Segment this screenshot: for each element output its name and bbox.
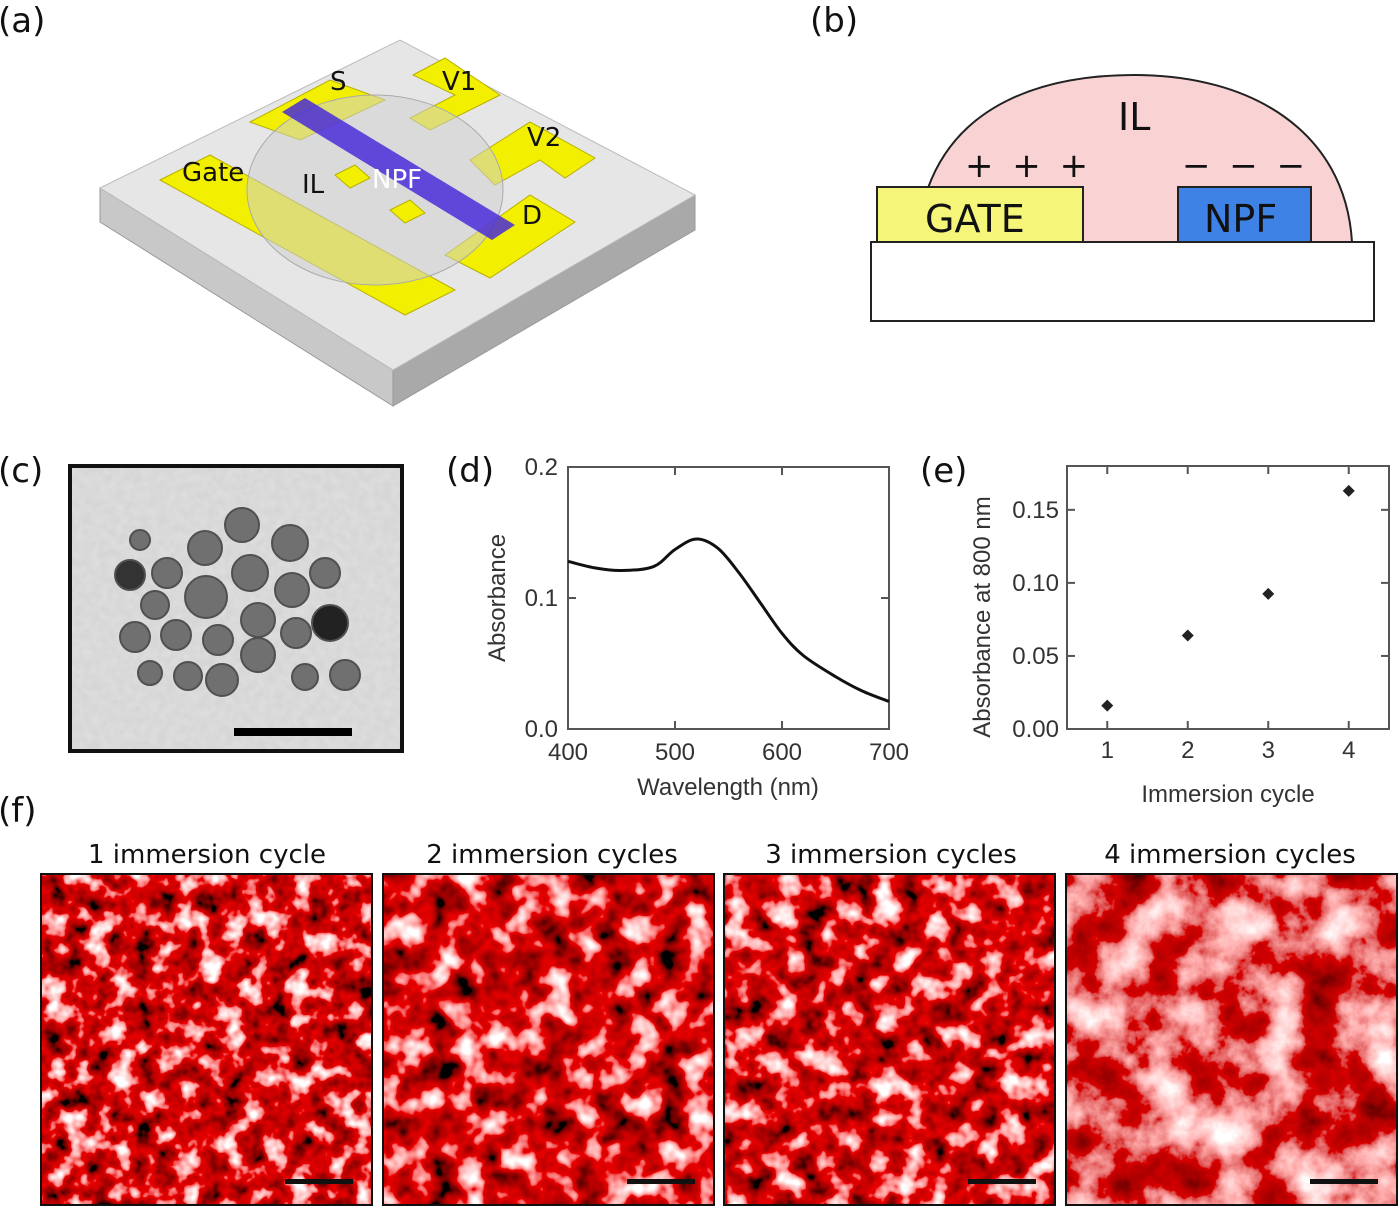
afm-title-2: 2 immersion cycles bbox=[426, 840, 678, 870]
panel-label-c: (c) bbox=[0, 451, 43, 491]
label-npf-b: NPF bbox=[1204, 197, 1277, 241]
data-point bbox=[1181, 629, 1194, 642]
x-axis-label: Immersion cycle bbox=[1141, 781, 1314, 808]
nanoparticle bbox=[114, 559, 146, 591]
nanoparticle bbox=[231, 554, 269, 592]
drain-electrode bbox=[444, 194, 576, 279]
panel-label-d: (d) bbox=[446, 451, 494, 491]
nanoparticle bbox=[119, 621, 151, 653]
panel-label-f: (f) bbox=[0, 791, 37, 831]
negative-charges: − − − bbox=[1182, 146, 1309, 186]
nanoparticle bbox=[184, 575, 228, 619]
y-tick-label: 0.05 bbox=[1012, 643, 1059, 670]
x-tick-label: 600 bbox=[762, 739, 802, 766]
absorbance-spectrum-chart: 400 500 600 700 0.0 0.1 0.2 Wavelength (nm) Ab… bbox=[484, 454, 909, 801]
afm-image-3 bbox=[723, 873, 1056, 1206]
x-tick-label: 4 bbox=[1342, 737, 1355, 764]
afm-title-3: 3 immersion cycles bbox=[765, 840, 1017, 870]
x-tick-label: 1 bbox=[1101, 737, 1114, 764]
nanoparticle bbox=[129, 529, 151, 551]
nanoparticle bbox=[224, 507, 260, 543]
label-npf: NPF bbox=[372, 165, 422, 195]
x-tick-label: 2 bbox=[1181, 737, 1194, 764]
ionic-liquid-droplet bbox=[246, 94, 504, 286]
substrate bbox=[870, 241, 1375, 322]
plot-frame bbox=[567, 466, 890, 730]
spectrum-line bbox=[567, 537, 890, 703]
cross-section-schematic: IL GATE NPF + + + − − − bbox=[870, 73, 1375, 322]
nanoparticle bbox=[311, 604, 349, 642]
panel-label-e: (e) bbox=[920, 451, 967, 491]
nanoparticle bbox=[173, 661, 203, 691]
afm-title-4: 4 immersion cycles bbox=[1104, 840, 1356, 870]
nanoparticle bbox=[309, 557, 341, 589]
nanoparticles bbox=[114, 507, 361, 697]
label-il: IL bbox=[302, 170, 325, 200]
data-point bbox=[1101, 699, 1114, 712]
y-tick-label: 0.0 bbox=[525, 716, 558, 743]
y-tick-label: 0.15 bbox=[1012, 497, 1059, 524]
positive-charges: + + + bbox=[965, 146, 1092, 186]
nanoparticle bbox=[137, 660, 163, 686]
tem-scale-bar bbox=[234, 728, 352, 736]
label-drain: D bbox=[522, 201, 542, 231]
label-source: S bbox=[330, 67, 347, 97]
data-point bbox=[1342, 484, 1355, 497]
label-v1: V1 bbox=[442, 67, 476, 97]
nanoparticle bbox=[187, 530, 223, 566]
panel-label-a: (a) bbox=[0, 1, 45, 41]
npf-film bbox=[282, 98, 515, 240]
nanoparticle bbox=[329, 659, 361, 691]
x-tick-label: 3 bbox=[1262, 737, 1275, 764]
afm-image-4 bbox=[1065, 873, 1398, 1206]
label-gate: Gate bbox=[182, 158, 244, 188]
nanoparticle bbox=[240, 637, 276, 673]
v-probe-1 bbox=[334, 164, 371, 189]
nanoparticle bbox=[151, 557, 183, 589]
nanoparticle bbox=[160, 619, 192, 651]
label-gate-b: GATE bbox=[925, 197, 1025, 241]
panel-label-b: (b) bbox=[810, 1, 858, 41]
nanoparticle bbox=[271, 524, 309, 562]
device-schematic: S V1 V2 Gate IL NPF D bbox=[98, 39, 697, 407]
y-tick-label: 0.1 bbox=[525, 585, 558, 612]
y-tick-label: 0.10 bbox=[1012, 570, 1059, 597]
nanoparticle bbox=[202, 624, 234, 656]
nanoparticle bbox=[274, 572, 310, 608]
data-point bbox=[1262, 587, 1275, 600]
afm-title-1: 1 immersion cycle bbox=[88, 840, 326, 870]
nanoparticle bbox=[240, 602, 276, 638]
y-axis-label: Absorbance at 800 nm bbox=[969, 496, 996, 738]
afm-image-2 bbox=[382, 873, 715, 1206]
scale-bar bbox=[968, 1179, 1036, 1184]
x-tick-label: 400 bbox=[548, 739, 588, 766]
x-tick-label: 500 bbox=[655, 739, 695, 766]
tem-frame bbox=[68, 464, 404, 753]
scale-bar bbox=[285, 1179, 353, 1184]
x-axis-label: Wavelength (nm) bbox=[637, 774, 819, 801]
scale-bar bbox=[1310, 1179, 1378, 1184]
plot-frame bbox=[1066, 465, 1390, 730]
afm-image-1 bbox=[40, 873, 373, 1206]
y-axis-label: Absorbance bbox=[484, 534, 511, 662]
npf-block bbox=[1177, 186, 1312, 243]
v-probe-2 bbox=[389, 199, 426, 224]
label-v2: V2 bbox=[527, 123, 561, 153]
x-tick-label: 700 bbox=[869, 739, 909, 766]
tem-image bbox=[68, 464, 404, 753]
label-il-b: IL bbox=[1118, 95, 1150, 139]
y-tick-label: 0.00 bbox=[1012, 716, 1059, 743]
gate-block bbox=[876, 186, 1084, 243]
y-tick-label: 0.2 bbox=[525, 454, 558, 481]
nanoparticle bbox=[140, 590, 170, 620]
nanoparticle bbox=[280, 617, 312, 649]
nanoparticle bbox=[291, 663, 319, 691]
absorbance-vs-cycle-chart: 1 2 3 4 0.00 0.05 0.10 0.15 Immersion cycle Abs… bbox=[969, 465, 1390, 808]
afm-images: 1 immersion cycle 2 immersion cycles 3 i… bbox=[40, 840, 1398, 1206]
nanoparticle bbox=[205, 663, 239, 697]
scale-bar bbox=[627, 1179, 695, 1184]
